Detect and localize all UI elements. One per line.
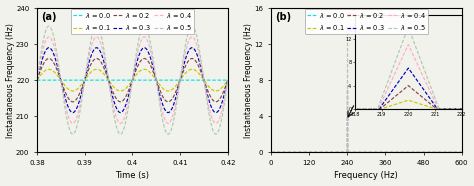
Legend: $\lambda$ = 0.0, $\lambda$ = 0.1, $\lambda$ = 0.2, $\lambda$ = 0.3, $\lambda$ = : $\lambda$ = 0.0, $\lambda$ = 0.1, $\lamb… — [71, 9, 194, 34]
Legend: $\lambda$ = 0.0, $\lambda$ = 0.1, $\lambda$ = 0.2, $\lambda$ = 0.3, $\lambda$ = : $\lambda$ = 0.0, $\lambda$ = 0.1, $\lamb… — [305, 9, 428, 34]
Y-axis label: Instantaneous Frequency (Hz): Instantaneous Frequency (Hz) — [244, 23, 253, 138]
X-axis label: Time (s): Time (s) — [115, 171, 149, 180]
Y-axis label: Instantaneous Frequency (Hz): Instantaneous Frequency (Hz) — [6, 23, 15, 138]
Text: (b): (b) — [275, 12, 291, 22]
Text: (a): (a) — [41, 12, 56, 22]
X-axis label: Frequency (Hz): Frequency (Hz) — [335, 171, 398, 180]
